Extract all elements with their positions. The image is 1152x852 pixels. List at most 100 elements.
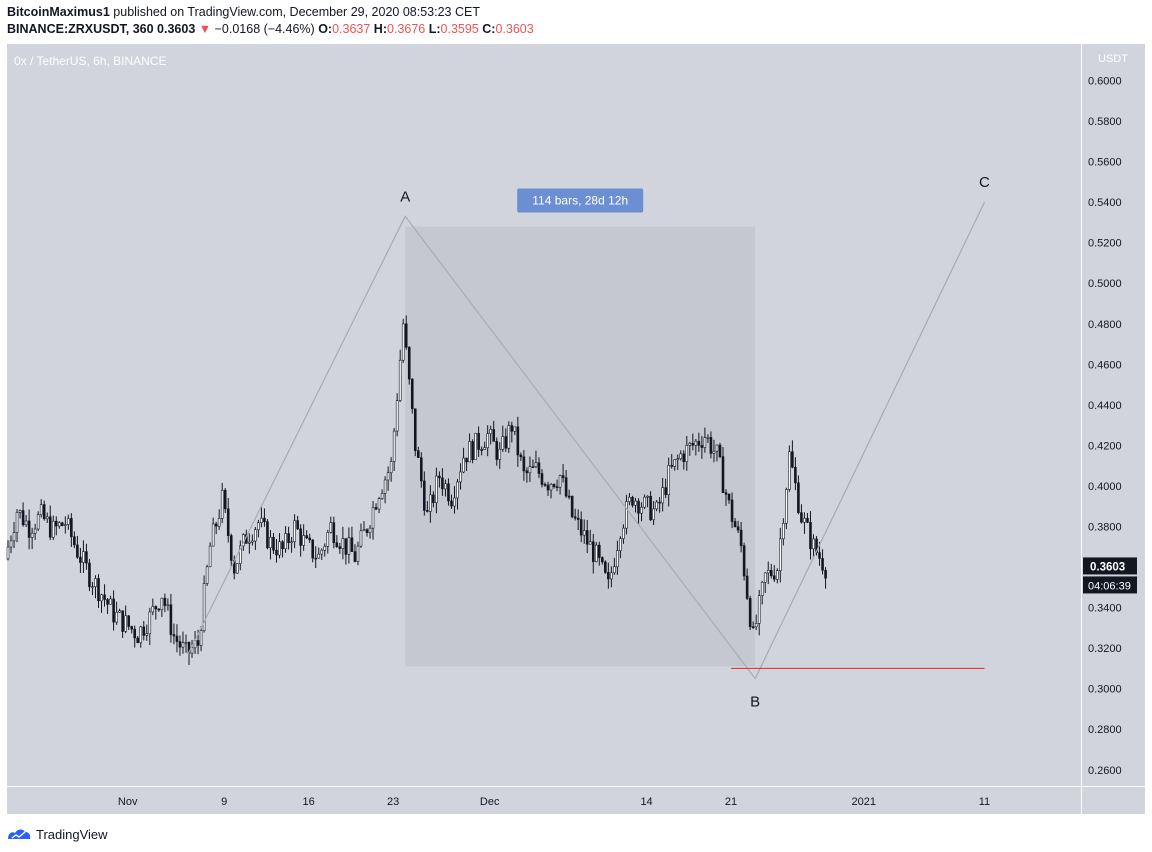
candle-body — [254, 529, 257, 542]
candle-body — [392, 430, 396, 462]
price-tick-label: 0.4200 — [1088, 440, 1122, 452]
candle-body — [607, 572, 610, 580]
candle-body — [368, 527, 372, 533]
candle-body — [308, 537, 311, 541]
time-tick-label: 2021 — [852, 796, 876, 808]
candle-body — [281, 541, 284, 550]
candle-body — [528, 466, 532, 474]
candle-body — [196, 640, 200, 646]
candle-body — [637, 500, 640, 514]
candle-body — [582, 530, 586, 536]
candle-body — [9, 540, 13, 548]
candle-body — [543, 484, 547, 486]
candle-body — [513, 426, 517, 432]
candle-body — [616, 550, 619, 568]
candle-body — [766, 569, 770, 574]
candle-body — [362, 529, 366, 532]
candle-body — [15, 512, 19, 534]
candle-body — [579, 519, 583, 536]
candle-body — [791, 451, 794, 468]
price-tick-label: 0.4600 — [1088, 359, 1122, 371]
candle-body — [733, 521, 737, 528]
candle-body — [594, 544, 598, 562]
candle-body — [751, 626, 755, 629]
price-tick-label: 0.4800 — [1088, 319, 1122, 331]
current-price-badge: 0.3603 04:06:39 — [1083, 557, 1137, 594]
range-label[interactable]: 114 bars, 28d 12h — [517, 188, 644, 213]
time-tick-label: Nov — [118, 796, 138, 808]
wave-label-c: C — [979, 174, 990, 191]
candle-body — [178, 641, 182, 648]
down-arrow-icon: ▼ — [198, 22, 212, 36]
candle-body — [181, 642, 185, 648]
candle-body — [679, 453, 683, 459]
candle-body — [570, 495, 574, 518]
candle-body — [486, 433, 489, 449]
candle-body — [296, 520, 299, 530]
candle-body — [12, 532, 16, 542]
time-ticks: Nov 9 16 23 Dec 14 21 2021 11 — [118, 796, 990, 808]
close-label: C: — [482, 22, 496, 36]
candle-body — [341, 538, 345, 549]
candle-body — [601, 557, 604, 563]
candle-body — [435, 475, 438, 503]
price-tick-label: 0.5800 — [1088, 116, 1122, 128]
candle-body — [184, 642, 188, 644]
candle-body — [30, 532, 34, 538]
price-tick-label: 0.5400 — [1088, 197, 1122, 209]
candle-body — [622, 527, 625, 539]
candle-body — [459, 471, 462, 483]
candle-body — [754, 623, 758, 628]
candle-body — [483, 447, 486, 450]
candle-body — [567, 495, 571, 498]
candle-body — [664, 487, 667, 496]
price-tick-label: 0.5000 — [1088, 278, 1122, 290]
candle-body — [314, 557, 318, 560]
candle-body — [736, 526, 740, 531]
abc-wave-path[interactable] — [187, 201, 986, 680]
tradingview-brand: TradingView — [36, 826, 108, 842]
candle-body — [510, 425, 514, 432]
candle-body — [287, 533, 290, 543]
price-axis[interactable] — [1082, 44, 1145, 786]
candle-body — [655, 501, 658, 510]
candle-body — [453, 497, 456, 507]
candle-body — [260, 517, 263, 523]
candle-body — [561, 475, 565, 478]
candle-body — [426, 510, 429, 512]
time-axis[interactable] — [7, 787, 1081, 814]
candle-body — [682, 453, 686, 463]
price-tick-label: 0.2600 — [1088, 765, 1122, 777]
candle-body — [576, 517, 580, 520]
candle-body — [33, 528, 37, 534]
author-name[interactable]: BitcoinMaximus1 — [7, 5, 110, 19]
candle-body — [320, 549, 324, 555]
candle-body — [709, 437, 713, 454]
candle-body — [124, 615, 127, 632]
candle-body — [604, 561, 607, 573]
candle-body — [79, 556, 82, 563]
current-price-text: 0.3603 — [1090, 561, 1125, 573]
candle-body — [407, 347, 411, 380]
candle-body — [450, 500, 453, 507]
candle-body — [760, 581, 764, 597]
published-text: published on TradingView.com, December 2… — [109, 5, 480, 19]
candle-body — [661, 487, 664, 504]
candle-body — [27, 520, 31, 538]
candle-body — [332, 522, 336, 544]
candle-body — [658, 501, 661, 504]
tradingview-footer[interactable]: TradingView — [6, 824, 108, 844]
candle-body — [670, 465, 674, 467]
candle-body — [347, 537, 351, 555]
candle-body — [516, 426, 520, 456]
date-range-box[interactable] — [405, 226, 756, 667]
candle-body — [266, 521, 269, 549]
candle-body — [97, 578, 100, 602]
candle-body — [290, 541, 293, 544]
candle-body — [235, 563, 239, 574]
candle-body — [154, 606, 158, 610]
candle-body — [613, 566, 616, 574]
candle-body — [48, 516, 52, 538]
price-tick-label: 0.4400 — [1088, 400, 1122, 412]
